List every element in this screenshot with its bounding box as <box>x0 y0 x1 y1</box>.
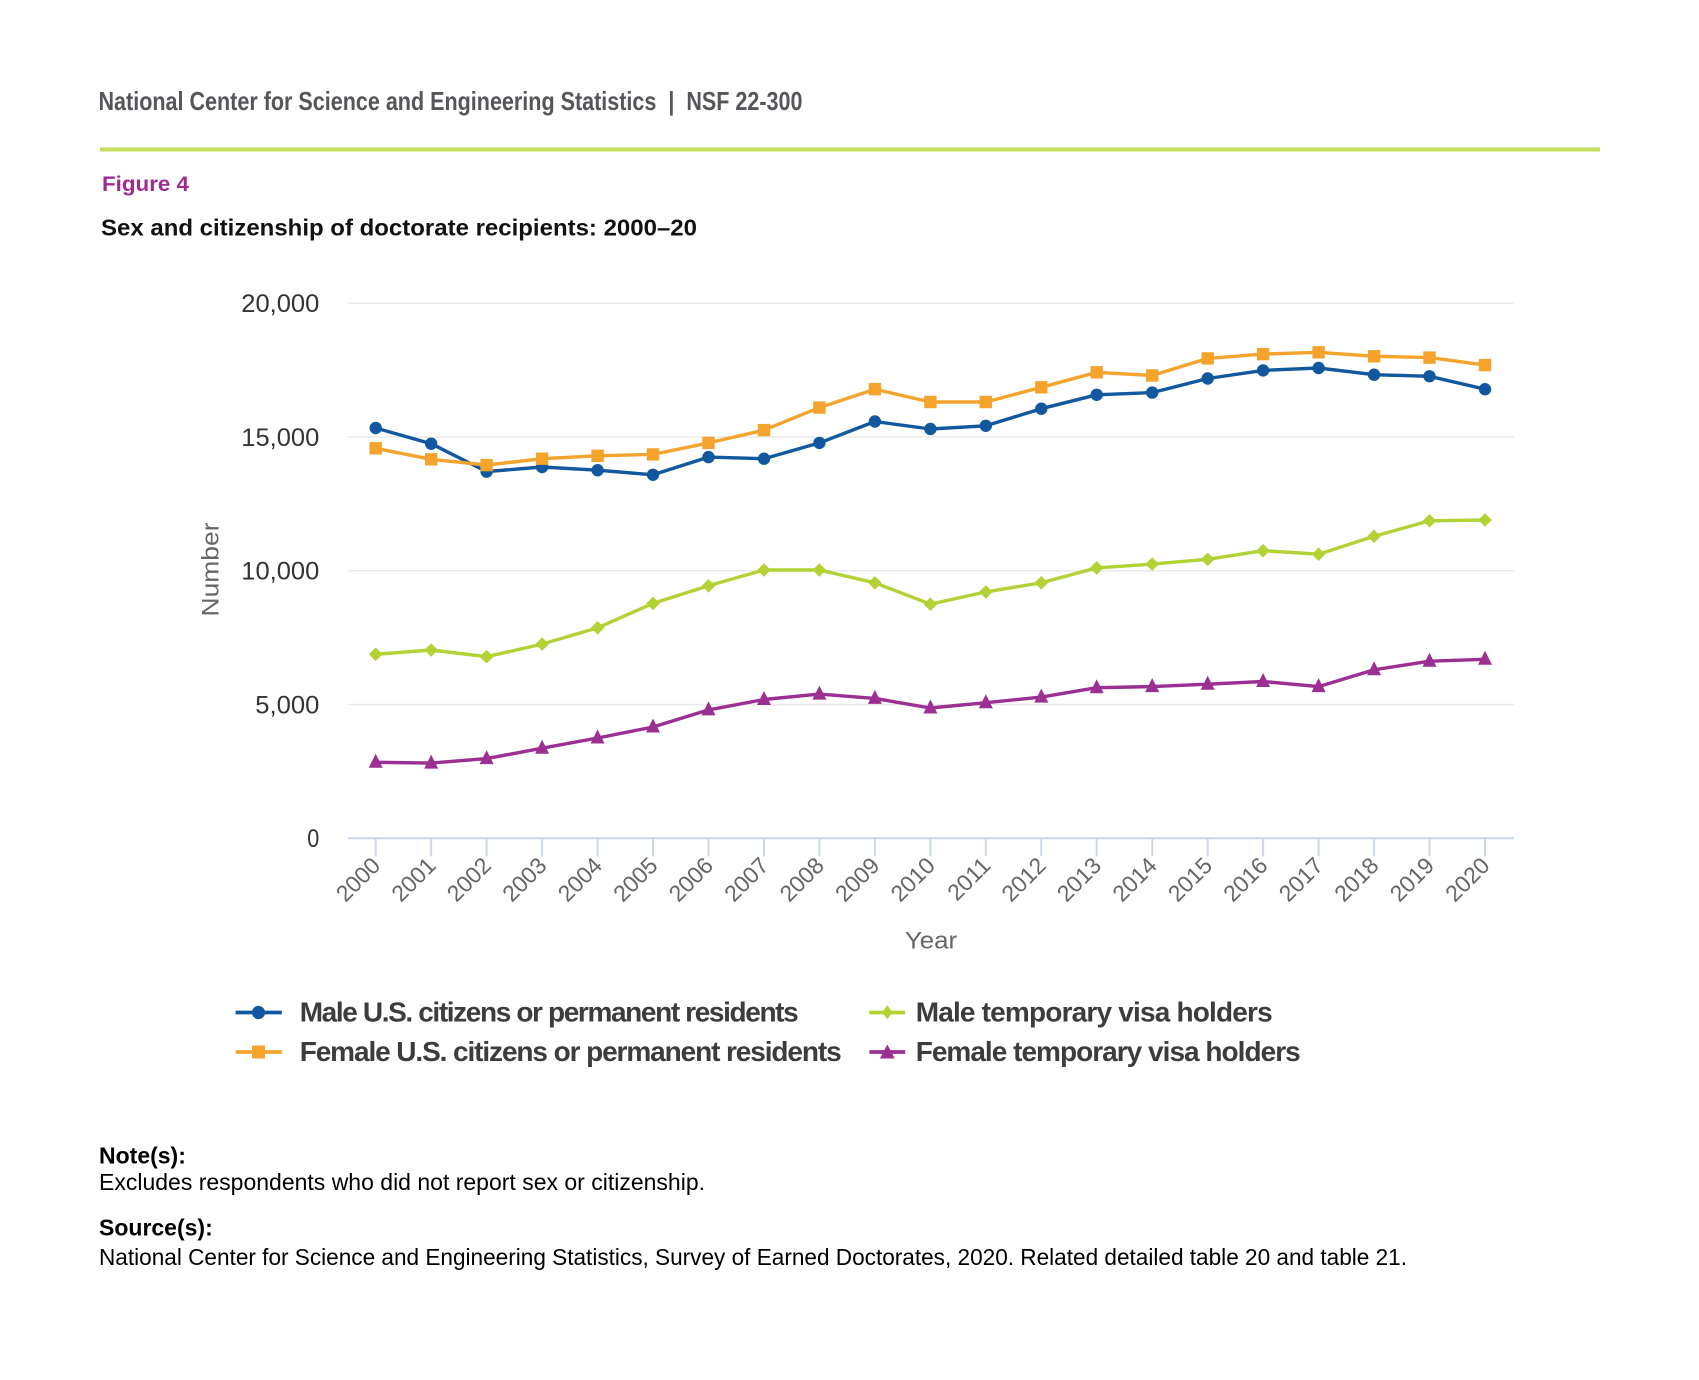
svg-text:5,000: 5,000 <box>255 691 319 719</box>
svg-text:National Center for Science an: National Center for Science and Engineer… <box>99 1244 1407 1270</box>
svg-text:10,000: 10,000 <box>241 558 319 586</box>
svg-text:National Center for Science an: National Center for Science and Engineer… <box>99 86 803 116</box>
svg-text:Year: Year <box>905 928 957 955</box>
svg-text:20,000: 20,000 <box>241 290 319 318</box>
svg-text:Figure 4: Figure 4 <box>102 172 189 196</box>
svg-text:Number: Number <box>198 522 225 616</box>
svg-text:Male U.S. citizens or permanen: Male U.S. citizens or permanent resident… <box>300 997 799 1028</box>
svg-text:0: 0 <box>307 825 319 853</box>
svg-text:Source(s):: Source(s): <box>99 1215 213 1241</box>
svg-text:Sex and citizenship of doctora: Sex and citizenship of doctorate recipie… <box>101 215 697 241</box>
svg-text:Excludes respondents who did n: Excludes respondents who did not report … <box>99 1169 705 1195</box>
svg-text:Male temporary visa holders: Male temporary visa holders <box>916 997 1273 1028</box>
svg-text:Female temporary visa holders: Female temporary visa holders <box>916 1036 1301 1067</box>
svg-text:Female U.S. citizens or perman: Female U.S. citizens or permanent reside… <box>300 1036 842 1067</box>
svg-text:Note(s):: Note(s): <box>99 1143 186 1169</box>
svg-text:15,000: 15,000 <box>241 424 319 452</box>
